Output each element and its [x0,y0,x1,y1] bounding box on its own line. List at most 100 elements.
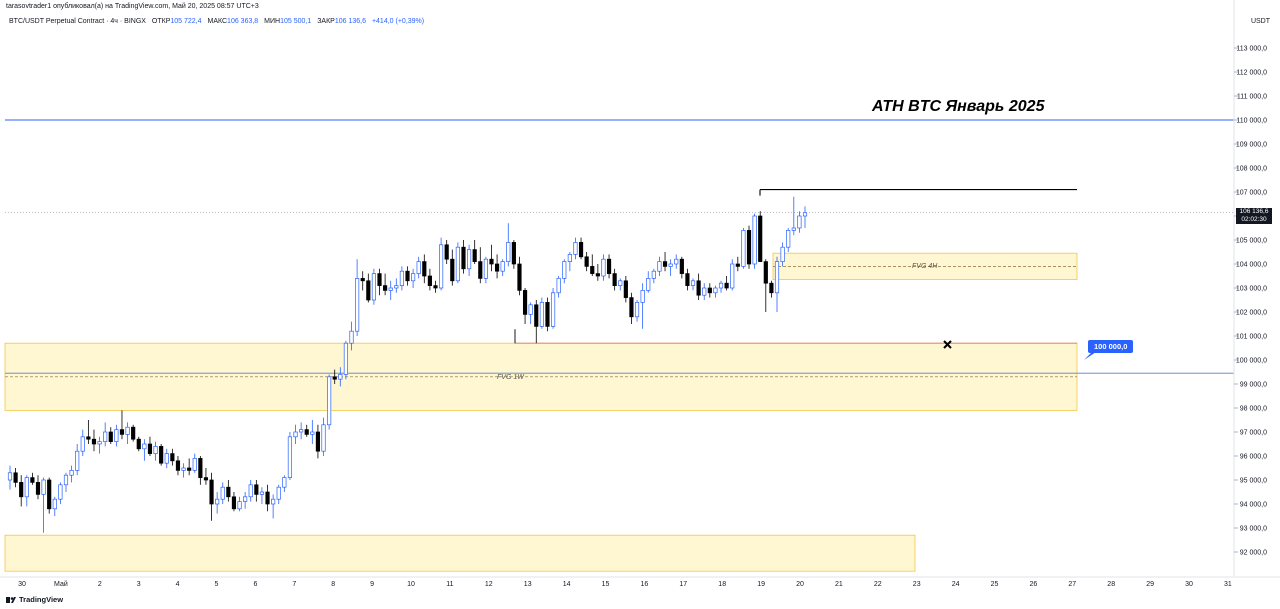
candle-body [170,453,175,462]
candle [517,256,522,296]
candle-body [774,261,780,294]
candle [276,484,281,504]
candle [528,302,533,324]
candle-body [696,280,701,296]
candle [657,256,662,276]
candle-body [86,436,91,440]
x-tick-label: 19 [757,581,765,588]
candle-body [461,246,466,270]
candle [713,285,718,298]
currency-label[interactable]: USDT [1250,18,1270,25]
candle [24,475,29,507]
candle-body [125,426,130,435]
x-tick-label: 15 [602,581,610,588]
candle [159,444,164,466]
candle [797,211,802,233]
candle-body [539,302,544,327]
candle-body [786,230,791,248]
candle [58,482,63,504]
price-axis[interactable]: 113 000,0 112 000,0 111 000,0 110 000,0 109 … [1233,0,1267,576]
candle [142,439,147,461]
candle [494,254,500,279]
y-tick-label: 93 000,0 [1240,526,1267,533]
candle [226,480,231,502]
y-tick-label: 92 000,0 [1240,550,1267,557]
y-tick-label: 108 000,0 [1236,166,1267,173]
y-tick-label: 111 000,0 [1237,94,1267,101]
candle [114,424,119,447]
tradingview-logo-icon [6,597,16,604]
candle [550,288,556,329]
bar-countdown: 02:02:30 [1241,216,1267,223]
x-tick-label: 18 [718,581,726,588]
x-tick-label: 9 [370,581,374,588]
candle [578,237,584,260]
candle-body [741,230,746,267]
candle-body [674,258,679,265]
candle [640,283,645,329]
price-callout[interactable]: 100 000,0 [1088,340,1134,353]
candle-body [668,263,673,267]
candle-body [466,249,472,270]
candle-body [97,441,102,445]
candle [293,424,298,444]
candle-body [455,246,460,282]
candle-body [114,429,119,442]
candle [707,283,712,298]
candle [522,288,528,324]
candle-body [550,292,556,327]
candle-body [405,270,410,282]
candle [91,429,97,452]
candle-body [377,273,382,286]
x-tick-label: 21 [835,581,843,588]
candle [119,410,125,440]
x-tick-label: 20 [796,581,804,588]
y-tick-label: 104 000,0 [1236,262,1267,269]
ohlc-legend: BTC/USDT Perpetual Contract · 4ч · BINGX… [9,18,424,25]
y-tick-label: 102 000,0 [1236,310,1267,317]
candle [662,252,668,272]
candle [573,237,578,260]
candle-body [623,280,628,298]
x-tick-label: 23 [913,581,921,588]
candle-body [618,280,623,286]
candle-body [164,453,169,464]
candle-body [52,498,57,510]
callout-pointer [1084,352,1096,360]
symbol-title[interactable]: BTC/USDT Perpetual Contract · 4ч · BINGX [9,18,146,25]
candle [125,422,130,444]
candle [187,458,192,476]
time-axis[interactable]: 30 Май 2 3 4 5 6 7 8 9 10 11 12 13 14 15 16 17 18 19 20 21 22 2… [0,576,1280,588]
x-tick-label: 26 [1030,581,1038,588]
x-tick-label: 11 [446,581,453,588]
candle [461,240,466,274]
candle [41,477,46,533]
x-tick-label: 2 [98,581,102,588]
candle-body [19,482,24,498]
candle [271,494,276,519]
price-levels [5,119,1234,374]
candle-body [254,484,259,495]
tradingview-brand[interactable]: TradingView [6,595,63,604]
candle-body [383,285,388,291]
x-tick-label: 6 [253,581,257,588]
candle [556,276,561,298]
candle-body [769,282,774,294]
candle [478,247,483,284]
candle [108,427,113,444]
x-tick-label: 28 [1107,581,1115,588]
candle-body [433,285,438,289]
candle [752,213,757,269]
candle-body [494,263,500,272]
candle-body [63,474,69,486]
candle [282,475,287,492]
x-tick-label: 12 [485,581,493,588]
candle-body [226,486,231,498]
candle [153,441,158,461]
candle-body [724,282,729,289]
x-tick-label: 30 [18,581,26,588]
candle-body [411,273,416,282]
candle [52,496,57,516]
candle-body [584,256,589,267]
